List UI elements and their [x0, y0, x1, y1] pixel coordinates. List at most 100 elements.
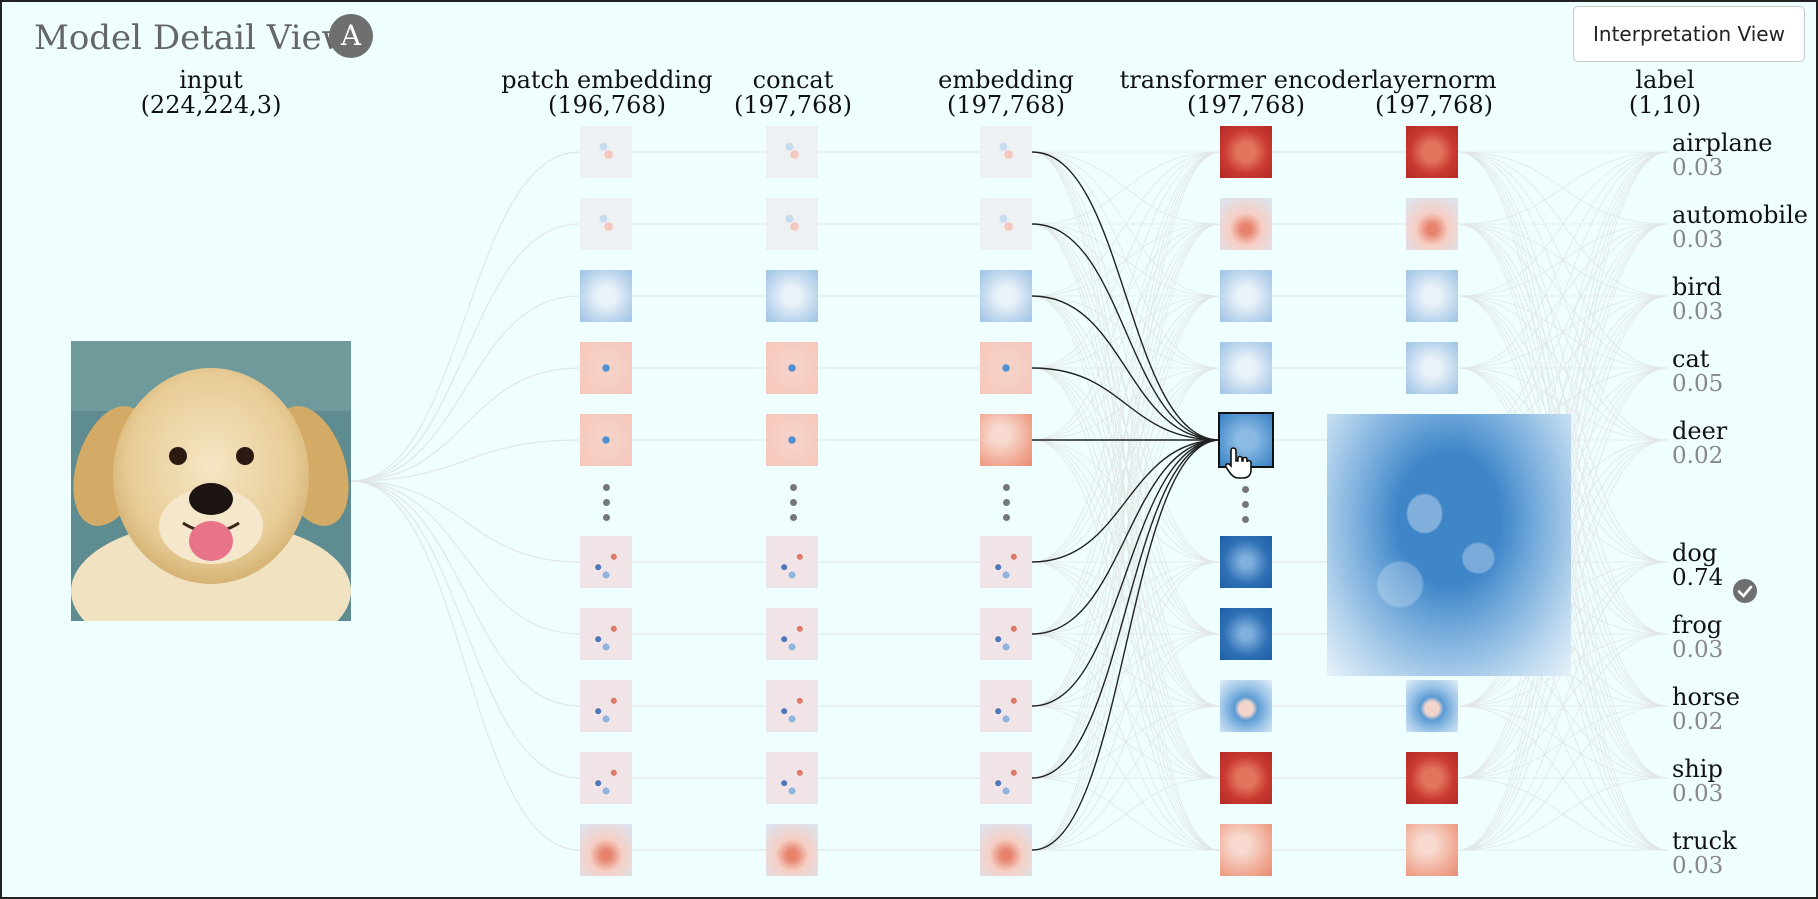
edge-embed-encoder [1031, 561, 1221, 707]
node-patch-4[interactable] [580, 414, 632, 466]
edge-layernorm-label [1457, 151, 1669, 297]
column-name: layernorm [1371, 66, 1497, 94]
node-encoder-5[interactable] [1220, 536, 1272, 588]
node-concat-1[interactable] [766, 198, 818, 250]
edge-embed-encoder [1031, 151, 1221, 635]
node-embed-1[interactable] [980, 198, 1032, 250]
edge-embed-encoder [1031, 561, 1221, 635]
edge-layernorm-label [1457, 223, 1669, 441]
column-header-label: label (1,10) [1535, 68, 1795, 118]
node-encoder-0[interactable] [1220, 126, 1272, 178]
edge-embed-encoder [1031, 777, 1221, 851]
ellipsis-embedding [1003, 484, 1011, 529]
column-shape: (197,768) [734, 91, 852, 119]
column-name: transformer encoder [1119, 66, 1373, 94]
input-image[interactable] [71, 341, 351, 621]
edge-input-patch [350, 480, 581, 851]
column-header-transformer-encoder: transformer encoder (197,768) [1116, 68, 1376, 118]
label-name[interactable]: truck [1672, 827, 1737, 855]
node-concat-9[interactable] [766, 824, 818, 876]
edge-input-patch [350, 151, 581, 482]
interpretation-view-button[interactable]: Interpretation View [1573, 6, 1805, 62]
node-encoder-3[interactable] [1220, 342, 1272, 394]
edge-embed-encoder [1031, 151, 1221, 779]
column-shape: (1,10) [1628, 91, 1702, 119]
node-concat-2[interactable] [766, 270, 818, 322]
node-concat-6[interactable] [766, 608, 818, 660]
node-encoder-1[interactable] [1220, 198, 1272, 250]
node-layernorm-9[interactable] [1406, 824, 1458, 876]
column-name: concat [752, 66, 834, 94]
puppy-image [71, 341, 351, 621]
node-embed-0[interactable] [980, 126, 1032, 178]
label-probability: 0.03 [1672, 227, 1724, 253]
edge-highlight [1031, 223, 1221, 441]
node-patch-9[interactable] [580, 824, 632, 876]
edge-layernorm-label [1457, 705, 1669, 851]
label-name[interactable]: ship [1672, 755, 1723, 783]
node-patch-6[interactable] [580, 608, 632, 660]
node-embed-3[interactable] [980, 342, 1032, 394]
node-patch-0[interactable] [580, 126, 632, 178]
column-name: label [1635, 66, 1695, 94]
node-patch-3[interactable] [580, 342, 632, 394]
label-name[interactable]: horse [1672, 683, 1740, 711]
node-patch-8[interactable] [580, 752, 632, 804]
node-concat-4[interactable] [766, 414, 818, 466]
node-layernorm-7[interactable] [1406, 680, 1458, 732]
node-embed-7[interactable] [980, 680, 1032, 732]
label-probability: 0.02 [1672, 709, 1724, 735]
label-name[interactable]: dog [1672, 539, 1718, 567]
label-name[interactable]: automobile [1672, 201, 1808, 229]
node-concat-3[interactable] [766, 342, 818, 394]
node-encoder-7[interactable] [1220, 680, 1272, 732]
column-header-patch-embedding: patch embedding (196,768) [477, 68, 737, 118]
node-embed-5[interactable] [980, 536, 1032, 588]
label-name[interactable]: airplane [1672, 129, 1773, 157]
node-embed-8[interactable] [980, 752, 1032, 804]
node-concat-5[interactable] [766, 536, 818, 588]
node-layernorm-2[interactable] [1406, 270, 1458, 322]
node-patch-1[interactable] [580, 198, 632, 250]
hand-pointer-icon [1224, 447, 1252, 479]
node-embed-6[interactable] [980, 608, 1032, 660]
node-patch-5[interactable] [580, 536, 632, 588]
column-header-input: input (224,224,3) [81, 68, 341, 118]
node-concat-0[interactable] [766, 126, 818, 178]
label-probability: 0.03 [1672, 299, 1724, 325]
node-layernorm-8[interactable] [1406, 752, 1458, 804]
node-concat-8[interactable] [766, 752, 818, 804]
edge-embed-encoder [1031, 561, 1221, 779]
node-layernorm-3[interactable] [1406, 342, 1458, 394]
node-encoder-6[interactable] [1220, 608, 1272, 660]
column-name: patch embedding [501, 66, 713, 94]
node-embed-9[interactable] [980, 824, 1032, 876]
label-probability: 0.05 [1672, 371, 1724, 397]
column-header-layernorm: layernorm (197,768) [1304, 68, 1564, 118]
label-name[interactable]: bird [1672, 273, 1722, 301]
node-layernorm-0[interactable] [1406, 126, 1458, 178]
edge-input-patch [350, 367, 581, 482]
ellipsis-encoder [1242, 486, 1250, 531]
node-encoder-8[interactable] [1220, 752, 1272, 804]
node-encoder-2[interactable] [1220, 270, 1272, 322]
view-badge: A [329, 14, 373, 58]
label-name[interactable]: cat [1672, 345, 1710, 373]
label-name[interactable]: frog [1672, 611, 1723, 639]
node-patch-2[interactable] [580, 270, 632, 322]
edge-highlight [1031, 439, 1221, 707]
label-name[interactable]: deer [1672, 417, 1728, 445]
node-patch-7[interactable] [580, 680, 632, 732]
edge-embed-encoder [1031, 633, 1221, 851]
label-probability: 0.74 [1672, 565, 1724, 591]
node-layernorm-1[interactable] [1406, 198, 1458, 250]
node-encoder-9[interactable] [1220, 824, 1272, 876]
edge-embed-encoder [1031, 561, 1221, 851]
edge-embed-encoder [1031, 705, 1221, 851]
node-concat-7[interactable] [766, 680, 818, 732]
node-embed-2[interactable] [980, 270, 1032, 322]
edge-input-patch [350, 439, 581, 482]
label-probability: 0.03 [1672, 155, 1724, 181]
node-embed-4[interactable] [980, 414, 1032, 466]
